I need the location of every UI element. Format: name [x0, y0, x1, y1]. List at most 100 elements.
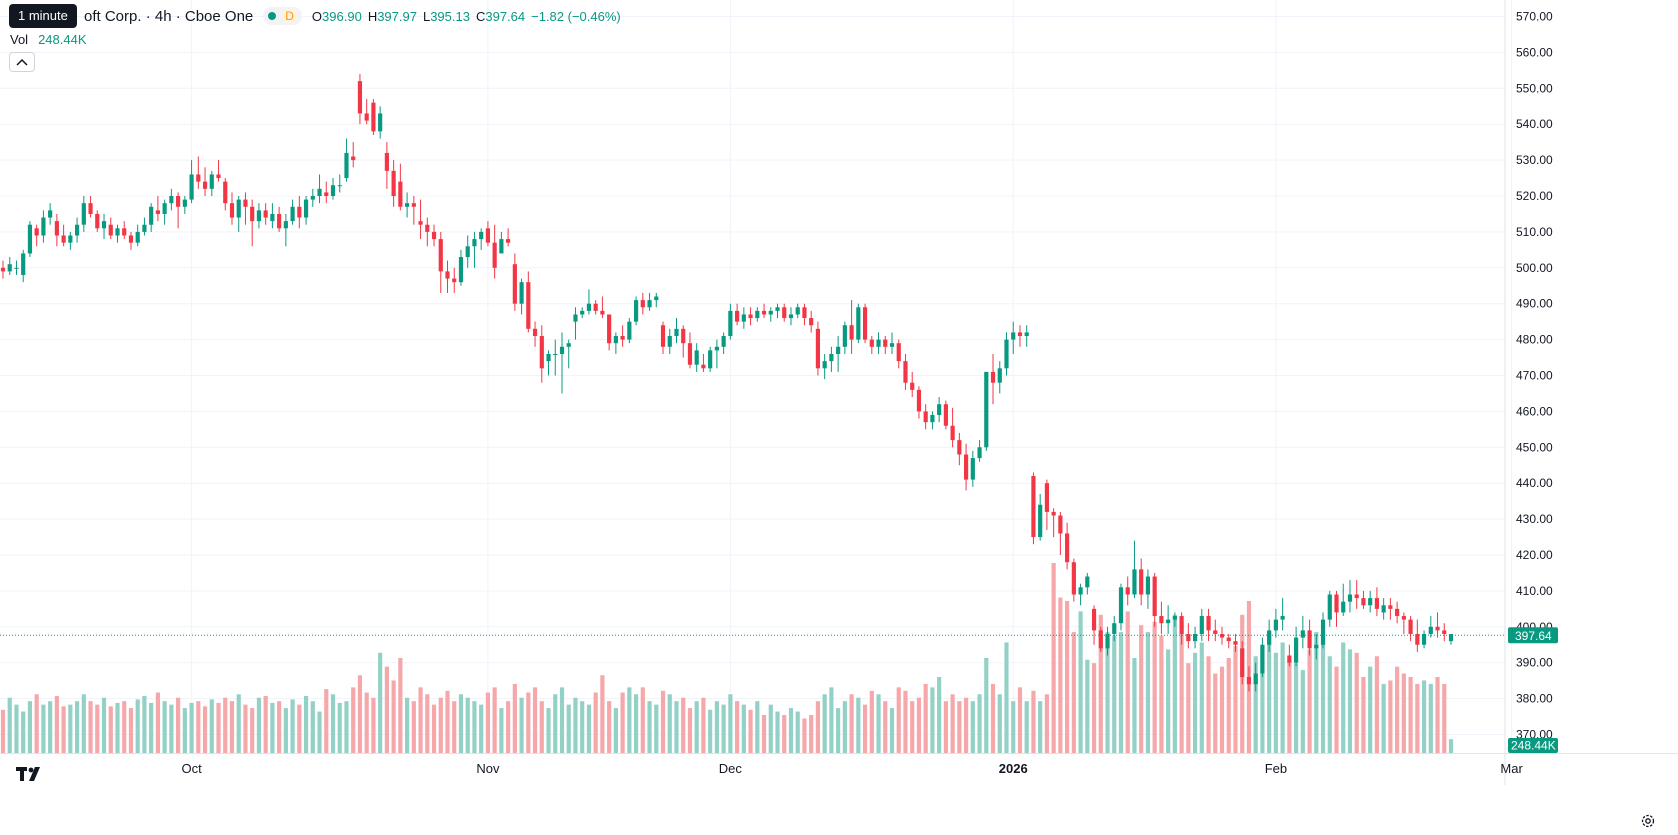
- candle-body: [728, 310, 733, 337]
- volume-bar: [182, 708, 187, 753]
- collapse-legend-button[interactable]: [9, 52, 35, 72]
- volume-bar: [943, 701, 948, 753]
- candle-body: [1300, 630, 1305, 638]
- candle-body: [21, 253, 26, 275]
- candle-body: [61, 235, 66, 243]
- candle-body: [384, 152, 389, 171]
- volume-bar: [438, 697, 443, 753]
- candle-body: [149, 206, 154, 225]
- candle-body: [553, 353, 558, 355]
- tradingview-logo-icon[interactable]: [16, 765, 44, 783]
- volume-bar: [532, 687, 538, 753]
- candles: [0, 73, 1454, 692]
- candle-body: [81, 203, 86, 225]
- candle-body: [620, 336, 625, 340]
- candle-body: [479, 231, 484, 240]
- volume-bar: [472, 701, 477, 753]
- symbol-title[interactable]: oft Corp. · 4h · Cboe One: [84, 7, 254, 25]
- time-axis[interactable]: Oct Nov Dec 2026 Feb Mar: [181, 761, 1523, 776]
- volume-bar: [1347, 649, 1353, 753]
- candle-body: [34, 228, 39, 236]
- volume-bar: [728, 694, 733, 753]
- volume-bar: [229, 701, 235, 753]
- candle-body: [283, 221, 288, 229]
- candle-body: [1253, 673, 1258, 685]
- candle-body: [1078, 587, 1083, 595]
- volume-bar: [1448, 739, 1454, 753]
- volume-bar: [553, 694, 558, 753]
- volume-bar: [330, 694, 336, 753]
- candle-body: [1442, 630, 1447, 634]
- candle-body: [1415, 633, 1420, 645]
- ohlc-open: O396.90: [311, 8, 362, 24]
- candle-body: [492, 242, 497, 268]
- volume-bar: [176, 697, 181, 753]
- volume-bar: [344, 701, 349, 753]
- volume-bar: [1071, 632, 1076, 753]
- volume-bar: [155, 692, 160, 753]
- candle-body: [378, 113, 383, 132]
- candle-body: [1368, 598, 1373, 606]
- volume-bar: [1442, 683, 1447, 753]
- volume-bar: [310, 701, 315, 753]
- volume-bar: [243, 704, 248, 753]
- candle-body: [95, 213, 100, 229]
- candle-body: [68, 235, 73, 243]
- candle-body: [411, 203, 416, 207]
- volume-bar: [714, 701, 719, 753]
- volume-bar: [223, 697, 228, 753]
- volume-bar: [1253, 656, 1258, 753]
- volume-bar: [815, 701, 821, 753]
- candle-body: [546, 353, 551, 362]
- candle-body: [324, 192, 329, 196]
- volume-bar: [499, 708, 504, 753]
- candle-body: [1098, 630, 1103, 649]
- candle-body: [391, 170, 396, 196]
- candle-body: [452, 278, 457, 283]
- candle-body: [964, 454, 969, 480]
- volume-bar: [236, 694, 241, 753]
- volume-bar: [964, 697, 969, 753]
- candle-body: [270, 213, 275, 222]
- candle-body: [1334, 594, 1339, 613]
- candle-body: [735, 310, 740, 322]
- price-axis[interactable]: 570.00 560.00 550.00 540.00 530.00 520.00 510.…: [1508, 10, 1558, 754]
- volume-label: Vol: [10, 32, 29, 47]
- candle-body: [1011, 332, 1016, 340]
- price-tick-label: 430.00: [1516, 512, 1553, 526]
- volume-bar: [445, 690, 450, 753]
- last-price-label: 397.64: [1515, 629, 1552, 643]
- market-status[interactable]: D: [263, 7, 302, 25]
- candle-body: [1273, 619, 1278, 631]
- candle-body: [1219, 633, 1225, 638]
- candle-body: [701, 364, 706, 369]
- candle-body: [1051, 511, 1056, 516]
- volume-bar: [68, 704, 73, 753]
- volume-bar: [694, 701, 699, 753]
- volume-bar: [775, 711, 780, 753]
- candle-body: [694, 350, 699, 365]
- candle-body: [883, 339, 888, 347]
- volume-bar: [1219, 666, 1225, 753]
- volume-bar: [795, 711, 800, 753]
- time-tick-label: Feb: [1265, 761, 1287, 776]
- volume-bar: [1031, 690, 1036, 753]
- price-tick-label: 380.00: [1516, 692, 1553, 706]
- volume-bar: [701, 697, 706, 753]
- volume-value: 248.44K: [38, 32, 87, 47]
- volume-bar: [654, 704, 659, 753]
- candle-body: [633, 300, 639, 322]
- volume-bar: [1435, 677, 1440, 753]
- volume-bar: [371, 697, 376, 753]
- candle-body: [135, 231, 140, 243]
- candle-body: [176, 196, 181, 207]
- volume-bar: [391, 680, 396, 753]
- volume-bar: [950, 694, 955, 753]
- settings-gear-icon[interactable]: [1640, 813, 1656, 829]
- volume-bar: [21, 711, 26, 753]
- volume-bar: [977, 694, 982, 753]
- volume-bar: [1327, 656, 1332, 753]
- volume-bar: [431, 704, 437, 753]
- time-tick-label: Nov: [476, 761, 500, 776]
